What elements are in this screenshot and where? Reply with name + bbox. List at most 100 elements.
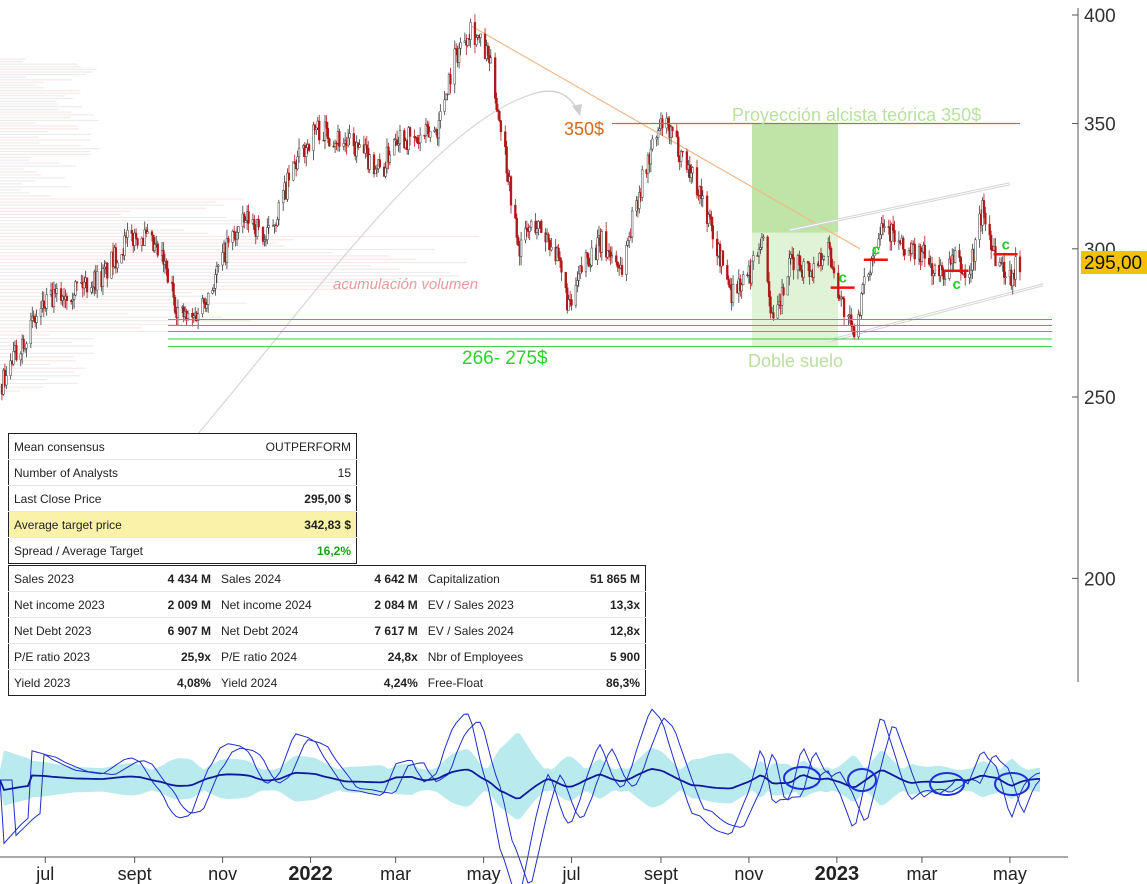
candle-body xyxy=(932,273,935,276)
candle-body xyxy=(473,22,477,45)
volume-profile-bar xyxy=(0,299,172,301)
volume-profile-bar xyxy=(0,63,78,65)
candle-body xyxy=(658,128,661,131)
candle-body xyxy=(498,111,501,121)
time-tick-label: may xyxy=(467,864,501,884)
time-tick-label: may xyxy=(993,864,1027,884)
fundamentals-value: 4 642 M xyxy=(351,565,423,592)
fundamentals-value: 86,3% xyxy=(605,675,640,690)
candle-body xyxy=(65,295,69,301)
candle-body xyxy=(700,186,703,199)
candle-body xyxy=(910,243,914,254)
volume-profile-bar xyxy=(0,117,71,119)
candle-body xyxy=(701,195,704,199)
fundamentals-value: 25,9x xyxy=(144,643,216,670)
candle-body xyxy=(902,237,905,250)
candle-body xyxy=(192,315,195,318)
candle-body xyxy=(939,265,942,277)
candle-body xyxy=(162,250,165,265)
time-tick-label: 2023 xyxy=(815,863,860,884)
candle-body xyxy=(729,284,732,288)
candle-body xyxy=(358,144,361,148)
candle-body xyxy=(395,139,399,146)
volume-profile-bar xyxy=(0,125,79,127)
candle-body xyxy=(831,266,834,269)
candle-body xyxy=(860,293,863,316)
candle-body xyxy=(881,223,885,228)
volume-profile-bar xyxy=(0,341,72,343)
volume-profile-bar xyxy=(0,84,37,86)
candle-body xyxy=(123,235,126,256)
volume-profile-bar xyxy=(0,255,390,257)
candle-body xyxy=(880,223,883,235)
candle-body xyxy=(772,312,775,319)
candle-body xyxy=(842,298,846,318)
candle-body xyxy=(489,57,492,64)
candle-body xyxy=(172,283,175,298)
volume-label: acumulación volumen xyxy=(333,276,478,293)
candle-body xyxy=(847,315,850,318)
candle-body xyxy=(628,236,631,241)
candle-body xyxy=(726,265,729,280)
volume-profile-bar xyxy=(0,356,75,358)
candle-body xyxy=(335,142,338,145)
candle-body xyxy=(534,221,537,233)
candle-body xyxy=(695,167,699,196)
candle-body xyxy=(994,246,997,267)
candle-body xyxy=(266,227,269,240)
candle-body xyxy=(45,294,48,309)
oscillator-highlight-circle xyxy=(783,766,821,790)
volume-profile-bar xyxy=(0,148,100,150)
candle-body xyxy=(998,262,1001,267)
candle-body xyxy=(355,142,358,157)
candle-body xyxy=(191,313,194,318)
volume-profile-bar xyxy=(0,213,122,216)
candle-body xyxy=(439,111,442,121)
candle-body xyxy=(499,120,503,133)
candle-body xyxy=(547,234,550,241)
volume-profile-bar xyxy=(0,338,93,340)
candle-body xyxy=(403,130,406,148)
consensus-value: 342,83 $ xyxy=(214,511,357,538)
candle-body xyxy=(72,294,76,300)
candle-body xyxy=(558,257,562,262)
fundamentals-label: Net Debt 2023 xyxy=(8,617,145,644)
volume-profile-bar xyxy=(0,320,252,322)
candle-body xyxy=(433,130,436,132)
candle-body xyxy=(707,214,710,224)
candle-body xyxy=(525,227,529,230)
candle-body xyxy=(338,131,341,147)
candle-body xyxy=(968,273,971,278)
candle-body xyxy=(348,133,351,139)
candle-body xyxy=(964,271,967,278)
candle-body xyxy=(374,169,377,175)
candle-body xyxy=(9,360,12,376)
candle-body xyxy=(32,315,35,319)
candle-body xyxy=(646,154,650,174)
candle-body xyxy=(120,254,123,264)
candle-body xyxy=(990,234,993,250)
consensus-row: Average target price 342,83 $ xyxy=(8,511,357,538)
volume-profile-bar xyxy=(0,192,30,194)
candle-body xyxy=(649,148,653,165)
candle-body xyxy=(605,231,608,258)
candle-body xyxy=(165,260,168,269)
candle-body xyxy=(940,265,944,271)
candle-body xyxy=(212,287,216,291)
candle-body xyxy=(873,247,876,257)
fundamentals-table: Sales 2023 4 434 M Sales 2024 4 642 M Capita… xyxy=(8,565,646,696)
candle-body xyxy=(567,299,570,311)
oscillator-line-slow xyxy=(0,717,1041,884)
candle-body xyxy=(375,168,379,170)
volume-profile-bar xyxy=(0,220,244,222)
candle-body xyxy=(437,120,441,139)
candle-body xyxy=(609,251,612,258)
volume-profile-bar xyxy=(0,58,27,60)
candle-body xyxy=(776,304,779,319)
volume-profile-bar xyxy=(0,375,81,377)
candle-body xyxy=(397,143,400,146)
candle-body xyxy=(626,240,629,246)
candle-body xyxy=(615,255,618,263)
candle-body xyxy=(449,74,452,85)
candle-body xyxy=(620,265,624,275)
